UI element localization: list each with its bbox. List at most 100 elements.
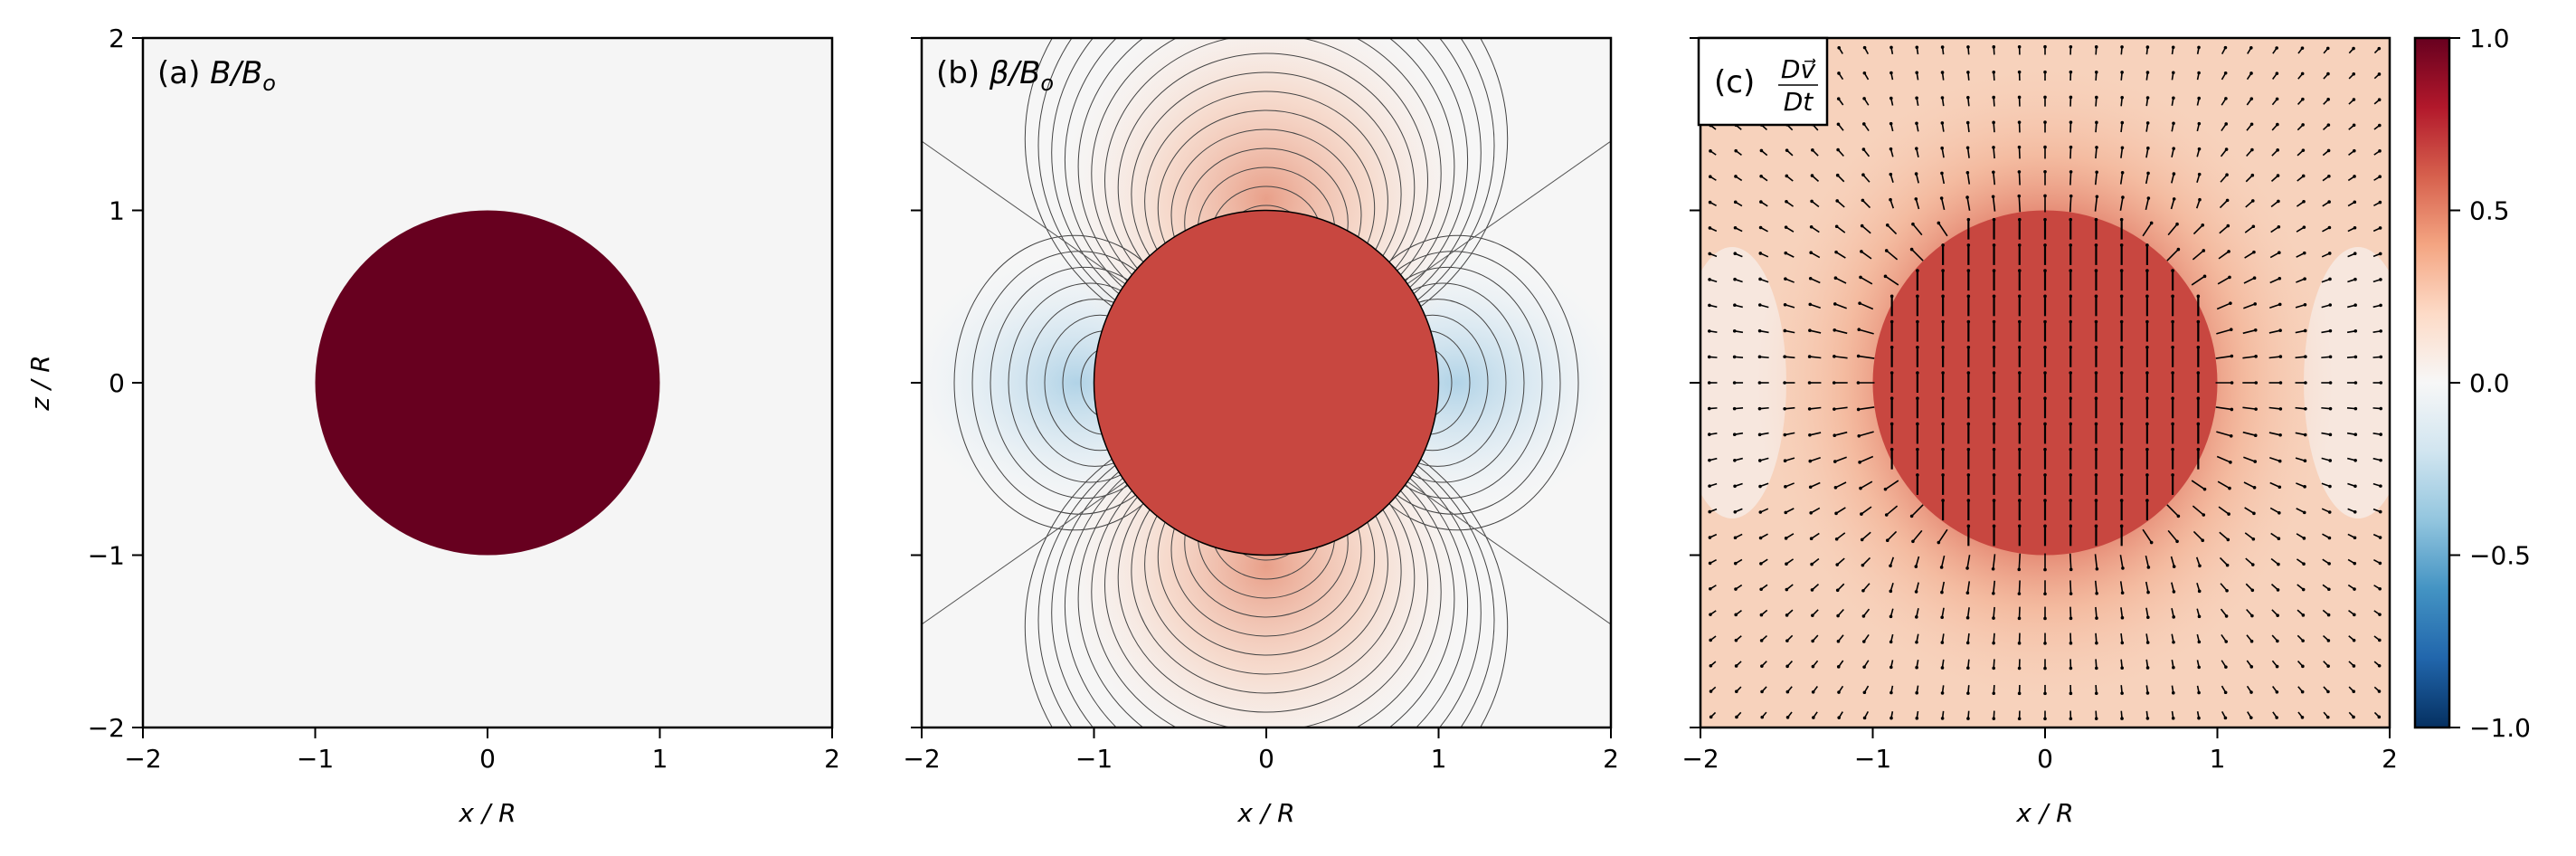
vector-arrow-head [2172, 172, 2176, 176]
vector-arrow-head [2228, 486, 2231, 490]
vector-arrow-head [2043, 616, 2047, 621]
vector-arrow-head [2328, 277, 2332, 281]
vector-arrow-head [1759, 174, 1763, 178]
vector-arrow-head [1915, 71, 1919, 75]
vector-arrow-head [2069, 396, 2073, 401]
vector-arrow-head [2353, 458, 2357, 462]
vector-arrow-head [2094, 319, 2098, 324]
vector-arrow-head [1783, 328, 1787, 333]
vector-arrow-head [1833, 407, 1836, 411]
vector-arrow [1810, 481, 1821, 488]
vector-arrow-head [2254, 407, 2258, 411]
vector-arrow-head [1992, 70, 1996, 74]
vector-arrow-head [1992, 95, 1995, 100]
panel-c-x-axis: −2 −1 0 1 2 [1681, 728, 2398, 774]
vector-arrow [1785, 304, 1795, 309]
vector-arrow-head [2275, 690, 2279, 694]
vector-arrow [1861, 224, 1871, 234]
colorbar: −1.0 −0.5 0.0 0.5 1.0 [2413, 24, 2531, 743]
vector-arrow-head [2377, 690, 2382, 693]
vector-arrow-head [2225, 198, 2230, 203]
vector-arrow-head [1836, 122, 1841, 127]
vector-arrow-head [2278, 276, 2282, 281]
vector-arrow-head [1708, 252, 1712, 256]
vector-arrow-head [2017, 345, 2022, 349]
vector-arrow-head [2352, 71, 2356, 76]
vector-arrow-head [1992, 691, 1996, 696]
vector-arrow-head [1992, 616, 1995, 620]
vector-arrow-head [2196, 294, 2201, 299]
vector-arrow-head [2119, 269, 2124, 272]
vector-arrow-head [1916, 345, 1919, 349]
vector-arrow-head [2250, 613, 2254, 618]
vector-arrow-head [1940, 121, 1945, 125]
vector-arrow-head [1757, 459, 1762, 462]
vector-arrow-head [1889, 716, 1893, 720]
vector-arrow-head [1857, 433, 1861, 438]
vector-arrow-head [1707, 381, 1711, 385]
vector-arrow-head [1785, 613, 1789, 617]
vector-arrow-head [1916, 294, 1919, 299]
vector-arrow-head [2301, 639, 2305, 642]
vector-arrow-head [2121, 195, 2125, 199]
vector-arrow-head [1732, 328, 1737, 333]
panel-a-xlabel: x / R [458, 798, 516, 828]
vector-arrow-head [1889, 45, 1893, 50]
vector-arrow-head [2326, 664, 2330, 668]
vector-arrow [1861, 531, 1871, 541]
vector-arrow [2095, 122, 2098, 133]
vector-arrow-head [1861, 614, 1866, 618]
vector-arrow-head [1708, 278, 1711, 281]
vector-arrow-head [2119, 422, 2124, 426]
vector-arrow-head [1708, 329, 1711, 333]
vector-arrow-head [1784, 485, 1787, 489]
vector-arrow [2095, 606, 2098, 619]
vector-arrow-head [2302, 225, 2306, 229]
vector-arrow-head [2303, 433, 2307, 437]
vector-arrow-head [2278, 459, 2282, 463]
vector-arrow-head [2278, 381, 2283, 385]
vector-arrow [2216, 328, 2231, 335]
vector-arrow-head [1884, 249, 1889, 252]
vector-arrow-head [2145, 717, 2150, 720]
panel-b-x-axis: −2 −1 0 1 2 [903, 728, 1619, 774]
vector-arrow-head [2120, 615, 2125, 620]
vector-arrow-head [2278, 510, 2281, 515]
vector-arrow-head [2017, 422, 2022, 426]
vector-arrow-head [1940, 641, 1945, 644]
vector-arrow-head [2353, 252, 2357, 256]
vector-arrow-head [2250, 199, 2255, 203]
panel-b-label: (b) β/Bo [936, 55, 1054, 96]
vector-arrow-head [2224, 147, 2229, 151]
vector-arrow-head [1992, 243, 1996, 247]
vector-arrow-head [1992, 217, 1996, 222]
vector-arrow-head [2223, 690, 2228, 695]
vector-arrow [2269, 507, 2280, 514]
vector-arrow-head [2275, 97, 2279, 101]
vector-arrow-head [2249, 690, 2253, 694]
vector-arrow-head [2017, 447, 2022, 452]
vector-arrow-head [2229, 301, 2232, 305]
vector-arrow-head [2146, 615, 2150, 620]
vector-arrow [2119, 172, 2124, 185]
vector-arrow-head [2094, 294, 2098, 299]
vector-arrow-head [2197, 640, 2202, 644]
vector-arrow-head [2043, 70, 2047, 74]
vector-arrow-head [1709, 175, 1712, 178]
vector-arrow-head [2094, 691, 2098, 696]
vector-arrow-head [1915, 121, 1918, 126]
vector-arrow [2215, 406, 2232, 411]
vector-arrow-head [2328, 406, 2333, 411]
vector-arrow-head [2069, 524, 2073, 528]
vector-arrow-head [1916, 371, 1919, 375]
vector-arrow-head [2017, 524, 2022, 528]
vector-arrow-head [1992, 345, 1996, 349]
vector-arrow-head [2352, 664, 2356, 668]
vector-arrow-head [1785, 639, 1789, 642]
vector-arrow-head [2094, 345, 2098, 349]
vector-arrow-head [2094, 70, 2098, 74]
vector-arrow-head [2202, 249, 2206, 252]
vector-arrow [1887, 224, 1898, 235]
vector-arrow-head [2249, 665, 2254, 669]
vector-arrow-head [2149, 221, 2154, 225]
